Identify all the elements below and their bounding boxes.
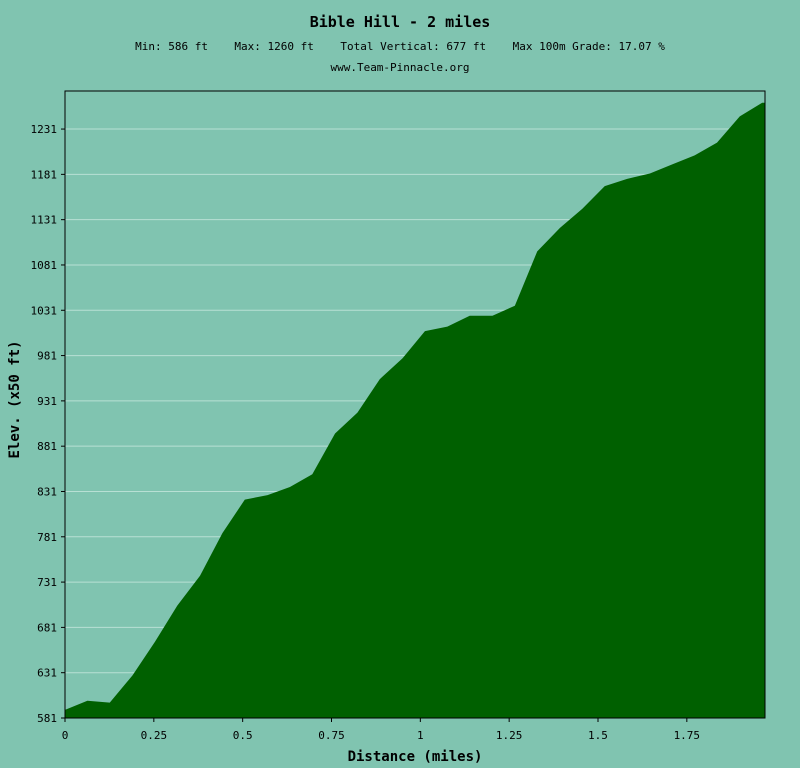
y-tick-label: 681 bbox=[37, 621, 57, 634]
x-tick-label: 1.25 bbox=[496, 729, 523, 742]
x-tick-label: 1.75 bbox=[674, 729, 701, 742]
chart-title: Bible Hill - 2 miles bbox=[309, 13, 491, 31]
y-tick-label: 881 bbox=[37, 440, 57, 453]
x-tick-label: 1.5 bbox=[588, 729, 608, 742]
y-tick-label: 581 bbox=[37, 712, 57, 725]
y-axis-title: Elev. (x50 ft) bbox=[7, 340, 23, 458]
elevation-area bbox=[65, 102, 765, 718]
y-tick-label: 1031 bbox=[31, 304, 58, 317]
y-tick-label: 1181 bbox=[31, 168, 58, 181]
y-tick-label: 831 bbox=[37, 485, 57, 498]
x-tick-label: 0.75 bbox=[318, 729, 345, 742]
y-tick-label: 631 bbox=[37, 667, 57, 680]
axis-ticks: 581 631 681 731 781 831 881 931 981 1031 1081 1131 1… bbox=[31, 123, 701, 742]
x-axis-title: Distance (miles) bbox=[348, 749, 483, 765]
x-tick-label: 1 bbox=[417, 729, 424, 742]
x-tick-label: 0.5 bbox=[233, 729, 253, 742]
y-tick-label: 931 bbox=[37, 395, 57, 408]
plot-frame bbox=[64, 90, 766, 719]
y-tick-label: 1131 bbox=[31, 214, 58, 227]
x-tick-label: 0 bbox=[62, 729, 69, 742]
y-tick-label: 981 bbox=[37, 350, 57, 363]
x-tick-label: 0.25 bbox=[141, 729, 168, 742]
y-tick-label: 1231 bbox=[31, 123, 58, 136]
y-tick-label: 1081 bbox=[31, 259, 58, 272]
chart-stats: Min: 586 ft Max: 1260 ft Total Vertical:… bbox=[135, 40, 665, 53]
site-url: www.Team-Pinnacle.org bbox=[330, 61, 470, 74]
y-tick-label: 731 bbox=[37, 576, 57, 589]
y-tick-label: 781 bbox=[37, 531, 57, 544]
